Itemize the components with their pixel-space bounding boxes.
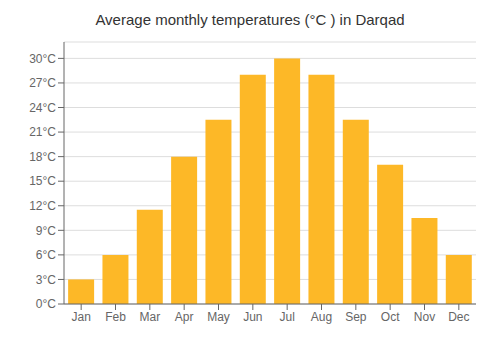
svg-text:Oct: Oct bbox=[381, 310, 400, 324]
svg-text:Sep: Sep bbox=[345, 310, 367, 324]
svg-text:Mar: Mar bbox=[139, 310, 160, 324]
svg-text:May: May bbox=[207, 310, 230, 324]
svg-text:Apr: Apr bbox=[175, 310, 194, 324]
svg-text:Jun: Jun bbox=[243, 310, 262, 324]
svg-text:Jul: Jul bbox=[279, 310, 294, 324]
html-text:Average monthly temperatures (: Average monthly temperatures (°C ) in Da… bbox=[95, 11, 405, 28]
svg-text:Dec: Dec bbox=[448, 310, 469, 324]
svg-text:30°C: 30°C bbox=[29, 52, 56, 66]
svg-text:Aug: Aug bbox=[311, 310, 332, 324]
svg-text:3°C: 3°C bbox=[36, 273, 56, 287]
svg-text:Nov: Nov bbox=[414, 310, 435, 324]
svg-text:Jan: Jan bbox=[71, 310, 90, 324]
svg-text:18°C: 18°C bbox=[29, 150, 56, 164]
svg-text:12°C: 12°C bbox=[29, 199, 56, 213]
svg-text:24°C: 24°C bbox=[29, 101, 56, 115]
svg-text:0°C: 0°C bbox=[36, 297, 56, 311]
svg-text:27°C: 27°C bbox=[29, 76, 56, 90]
svg-text:9°C: 9°C bbox=[36, 224, 56, 238]
svg-text:Feb: Feb bbox=[105, 310, 126, 324]
svg-text:6°C: 6°C bbox=[36, 248, 56, 262]
svg-text:21°C: 21°C bbox=[29, 125, 56, 139]
svg-text:15°C: 15°C bbox=[29, 174, 56, 188]
